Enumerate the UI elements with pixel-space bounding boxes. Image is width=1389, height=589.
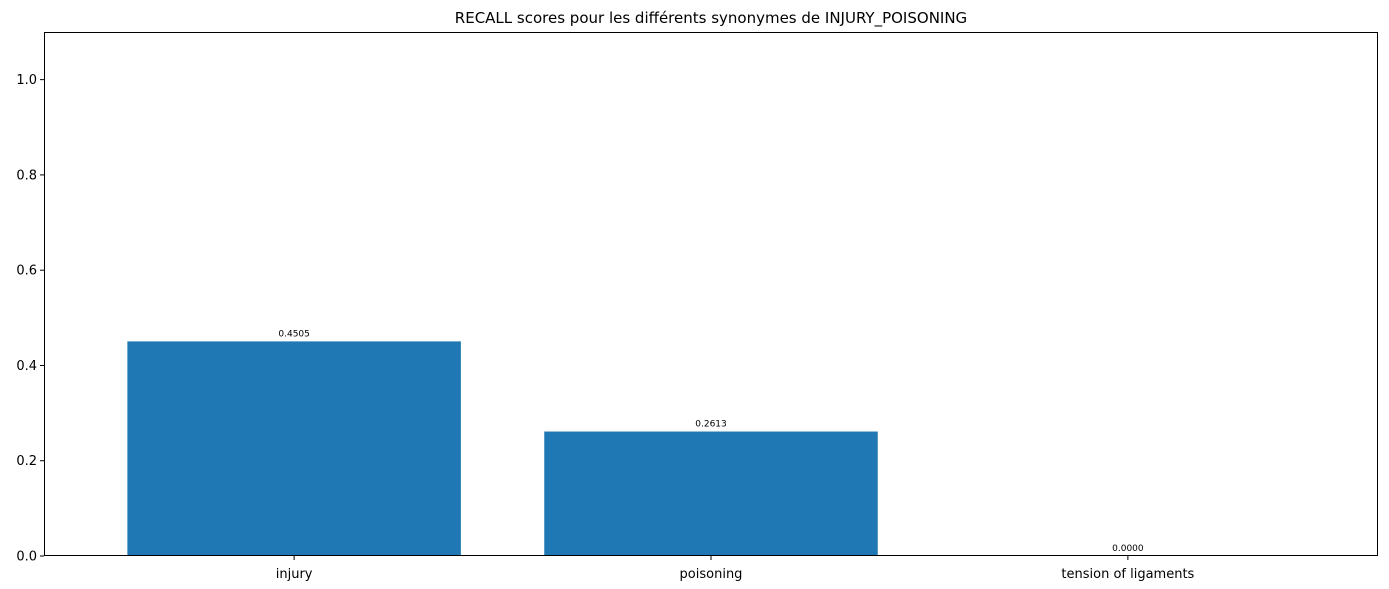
x-tick-label: injury xyxy=(276,567,313,582)
y-tick-label: 1.0 xyxy=(16,73,37,88)
value-label-poisoning: 0.2613 xyxy=(695,420,727,430)
x-tick-label: poisoning xyxy=(680,567,743,582)
y-tick-label: 0.6 xyxy=(16,264,37,279)
chart-title: RECALL scores pour les différents synony… xyxy=(455,9,967,28)
y-tick-label: 0.2 xyxy=(16,454,37,469)
bars-layer xyxy=(127,341,878,556)
plot-frame xyxy=(44,32,1378,556)
y-axis: 0.0 0.2 0.4 0.6 0.8 1.0 xyxy=(16,73,44,565)
y-tick-label: 0.8 xyxy=(16,168,37,183)
x-tick-label: tension of ligaments xyxy=(1061,567,1194,582)
y-tick-label: 0.0 xyxy=(16,550,37,565)
bar-poisoning xyxy=(544,431,878,556)
value-labels-layer: 0.4505 0.2613 0.0000 xyxy=(278,329,1144,554)
value-label-injury: 0.4505 xyxy=(278,329,310,339)
value-label-tension-of-ligaments: 0.0000 xyxy=(1112,544,1144,554)
bar-injury xyxy=(127,341,461,556)
x-axis: injury poisoning tension of ligaments xyxy=(276,556,1195,582)
y-tick-label: 0.4 xyxy=(16,359,37,374)
